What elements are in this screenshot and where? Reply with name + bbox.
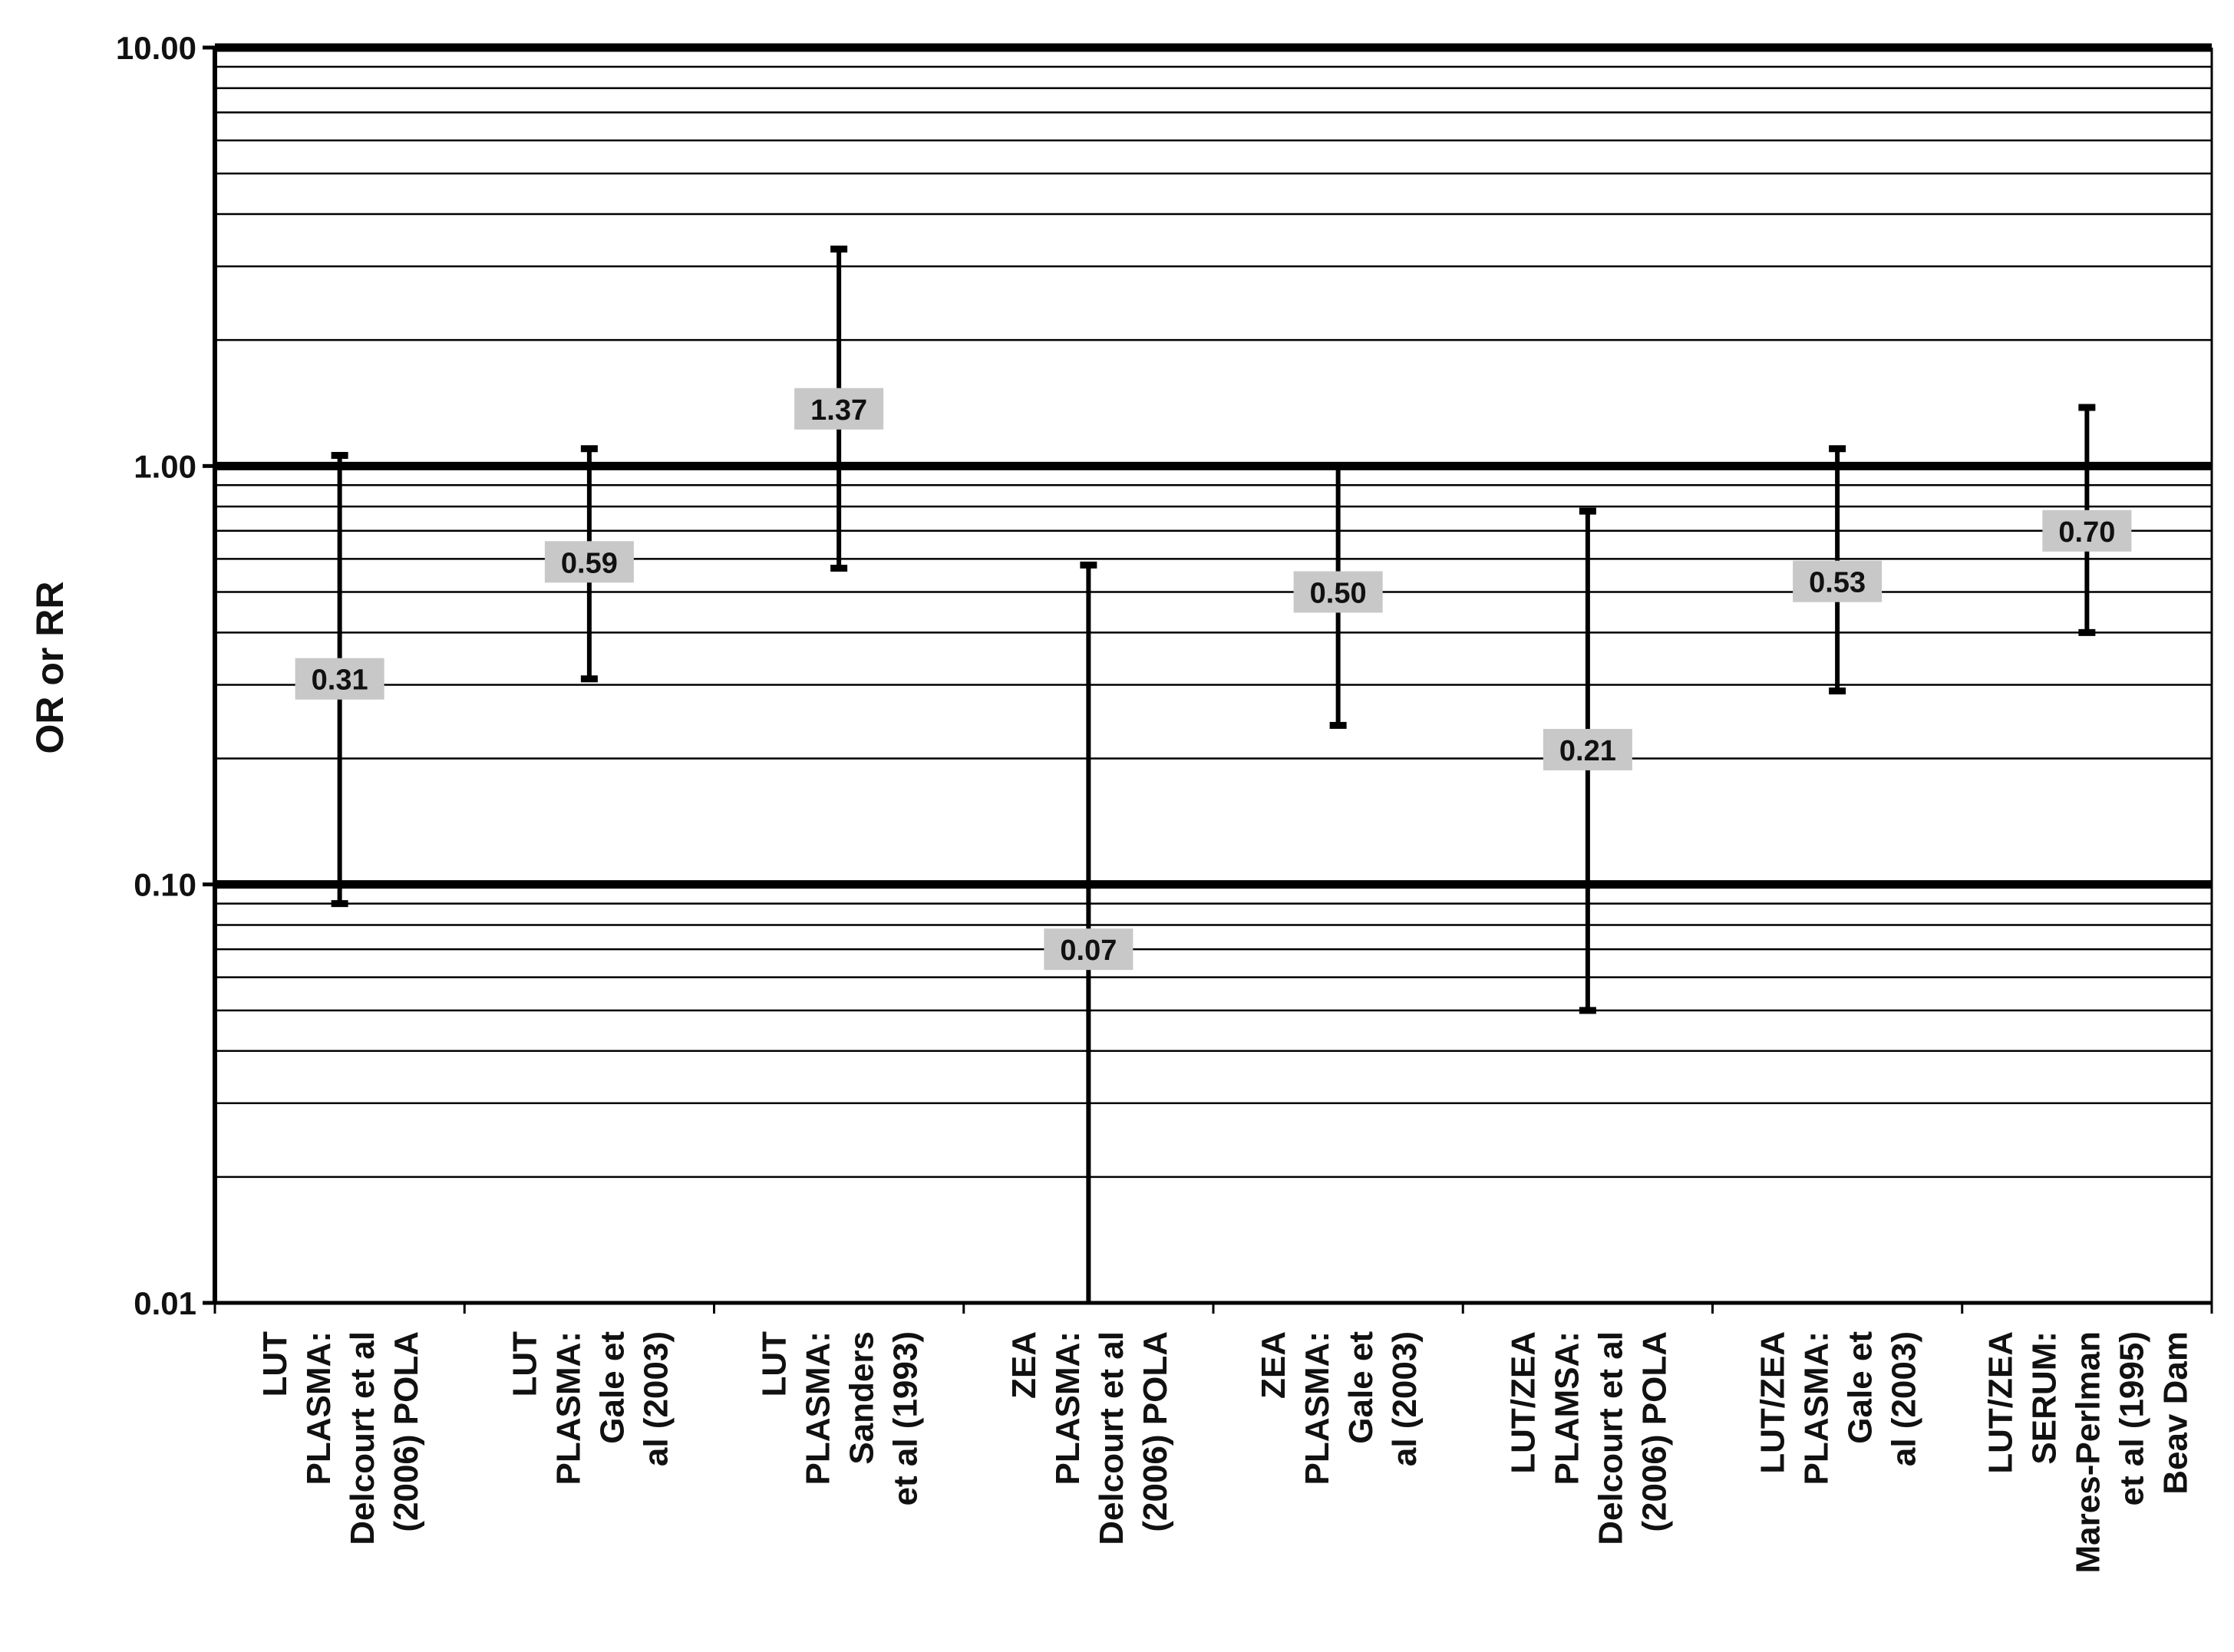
y-tick-label: 10.00 <box>116 30 196 66</box>
x-category-label: LUT PLASMA: Sanders et al (1993) <box>756 1331 925 1506</box>
x-category-label-line: PLASMA: <box>1298 1331 1336 1485</box>
data-label-box <box>1044 928 1133 971</box>
data-label-box <box>794 387 884 430</box>
x-category-label-line: al (2003) <box>1886 1331 1923 1466</box>
x-category-label-line: ZEA <box>1005 1331 1043 1399</box>
x-category-label-line: Gale et <box>1842 1331 1879 1444</box>
y-tick-label: 1.00 <box>134 448 196 484</box>
error-bars <box>331 246 2096 1303</box>
data-label: 0.70 <box>2058 516 2115 549</box>
x-category-label-line: Delcourt et al <box>344 1331 381 1545</box>
x-category-label-line: PLASMA: <box>1798 1331 1836 1485</box>
x-category-label-line: Mares-Perlman <box>2069 1331 2107 1573</box>
x-category-label-line: Delcourt et al <box>1592 1331 1629 1545</box>
x-category-label-line: Gale et <box>593 1331 631 1444</box>
x-category-label-line: PLASMA: <box>300 1331 338 1485</box>
x-category-label-line: PLASMA: <box>1049 1331 1087 1485</box>
data-label: 0.50 <box>1310 577 1367 609</box>
x-category-label-line: (2006) POLA <box>1137 1331 1174 1532</box>
x-category-label: ZEA PLASMA: Delcourt et al (2006) POLA <box>1005 1331 1174 1545</box>
x-category-label-line: (2006) POLA <box>388 1331 425 1532</box>
x-category-label: LUT/ZEA SERUM: Mares-Perlman et al (1995) Be… <box>1982 1331 2194 1573</box>
data-label: 0.31 <box>312 664 368 697</box>
y-tick-label: 0.10 <box>134 867 196 903</box>
data-label-box <box>2042 509 2132 552</box>
x-category-label-line: Sanders <box>843 1331 881 1465</box>
x-category-label: LUT/ZEA PLAMSA: Delcourt et al (2006) POLA <box>1504 1331 1673 1545</box>
x-category-label-line: ZEA <box>1255 1331 1292 1399</box>
x-category-label-line: PLAMSA: <box>1548 1331 1586 1485</box>
x-category-label-line: Gale et <box>1342 1331 1380 1444</box>
data-label: 0.59 <box>561 547 618 579</box>
x-axis-ticks <box>213 1303 2213 1314</box>
x-axis-categories: LUT PLASMA: Delcourt et al (2006) POLA LUT PL… <box>256 1331 2194 1574</box>
x-category-label-line: LUT <box>506 1331 543 1397</box>
x-category-label-line: LUT/ZEA <box>1504 1331 1542 1474</box>
data-label: 0.21 <box>1559 735 1616 767</box>
data-label-box <box>544 541 634 583</box>
x-category-label-line: al (2003) <box>637 1331 675 1466</box>
x-category-label-line: PLASMA: <box>549 1331 587 1485</box>
x-category-label-line: (2006) POLA <box>1635 1331 1673 1532</box>
x-category-label-line: LUT/ZEA <box>1982 1331 2019 1474</box>
x-category-label-line: LUT/ZEA <box>1754 1331 1792 1474</box>
x-category-label: ZEA PLASMA: Gale et al (2003) <box>1255 1331 1424 1485</box>
data-label-box <box>1793 560 1883 602</box>
x-category-label-line: LUT <box>756 1331 794 1397</box>
y-axis-title: OR or RR <box>28 582 71 754</box>
data-label-box <box>1293 571 1383 613</box>
data-label-box <box>1543 728 1632 770</box>
y-tick-label: 0.01 <box>134 1285 196 1321</box>
x-category-label-line: al (2003) <box>1386 1331 1424 1466</box>
x-category-label-line: et al (1995) <box>2113 1331 2150 1505</box>
x-category-label: LUT PLASMA: Gale et al (2003) <box>506 1331 675 1485</box>
y-axis-ticks: 10.00 1.00 0.10 0.01 <box>116 30 215 1321</box>
x-category-label-line: Beav Dam <box>2156 1331 2194 1495</box>
data-label: 0.07 <box>1060 935 1117 967</box>
x-category-label-line: et al (1993) <box>887 1331 925 1505</box>
plot-frame <box>213 48 2213 1305</box>
data-label: 0.53 <box>1809 567 1866 599</box>
x-category-label-line: SERUM: <box>2025 1331 2063 1465</box>
x-category-label: LUT PLASMA: Delcourt et al (2006) POLA <box>256 1331 425 1545</box>
data-label: 1.37 <box>810 394 867 427</box>
grid-lines <box>215 43 2212 1179</box>
x-category-label-line: Delcourt et al <box>1093 1331 1130 1545</box>
x-category-label: LUT/ZEA PLASMA: Gale et al (2003) <box>1754 1331 1923 1485</box>
data-label-box <box>295 658 384 700</box>
x-category-label-line: LUT <box>256 1331 294 1397</box>
data-labels: 0.31 0.59 1.37 0.07 0.50 0.21 0.53 0.70 <box>295 387 2132 971</box>
x-category-label-line: PLASMA: <box>800 1331 837 1485</box>
